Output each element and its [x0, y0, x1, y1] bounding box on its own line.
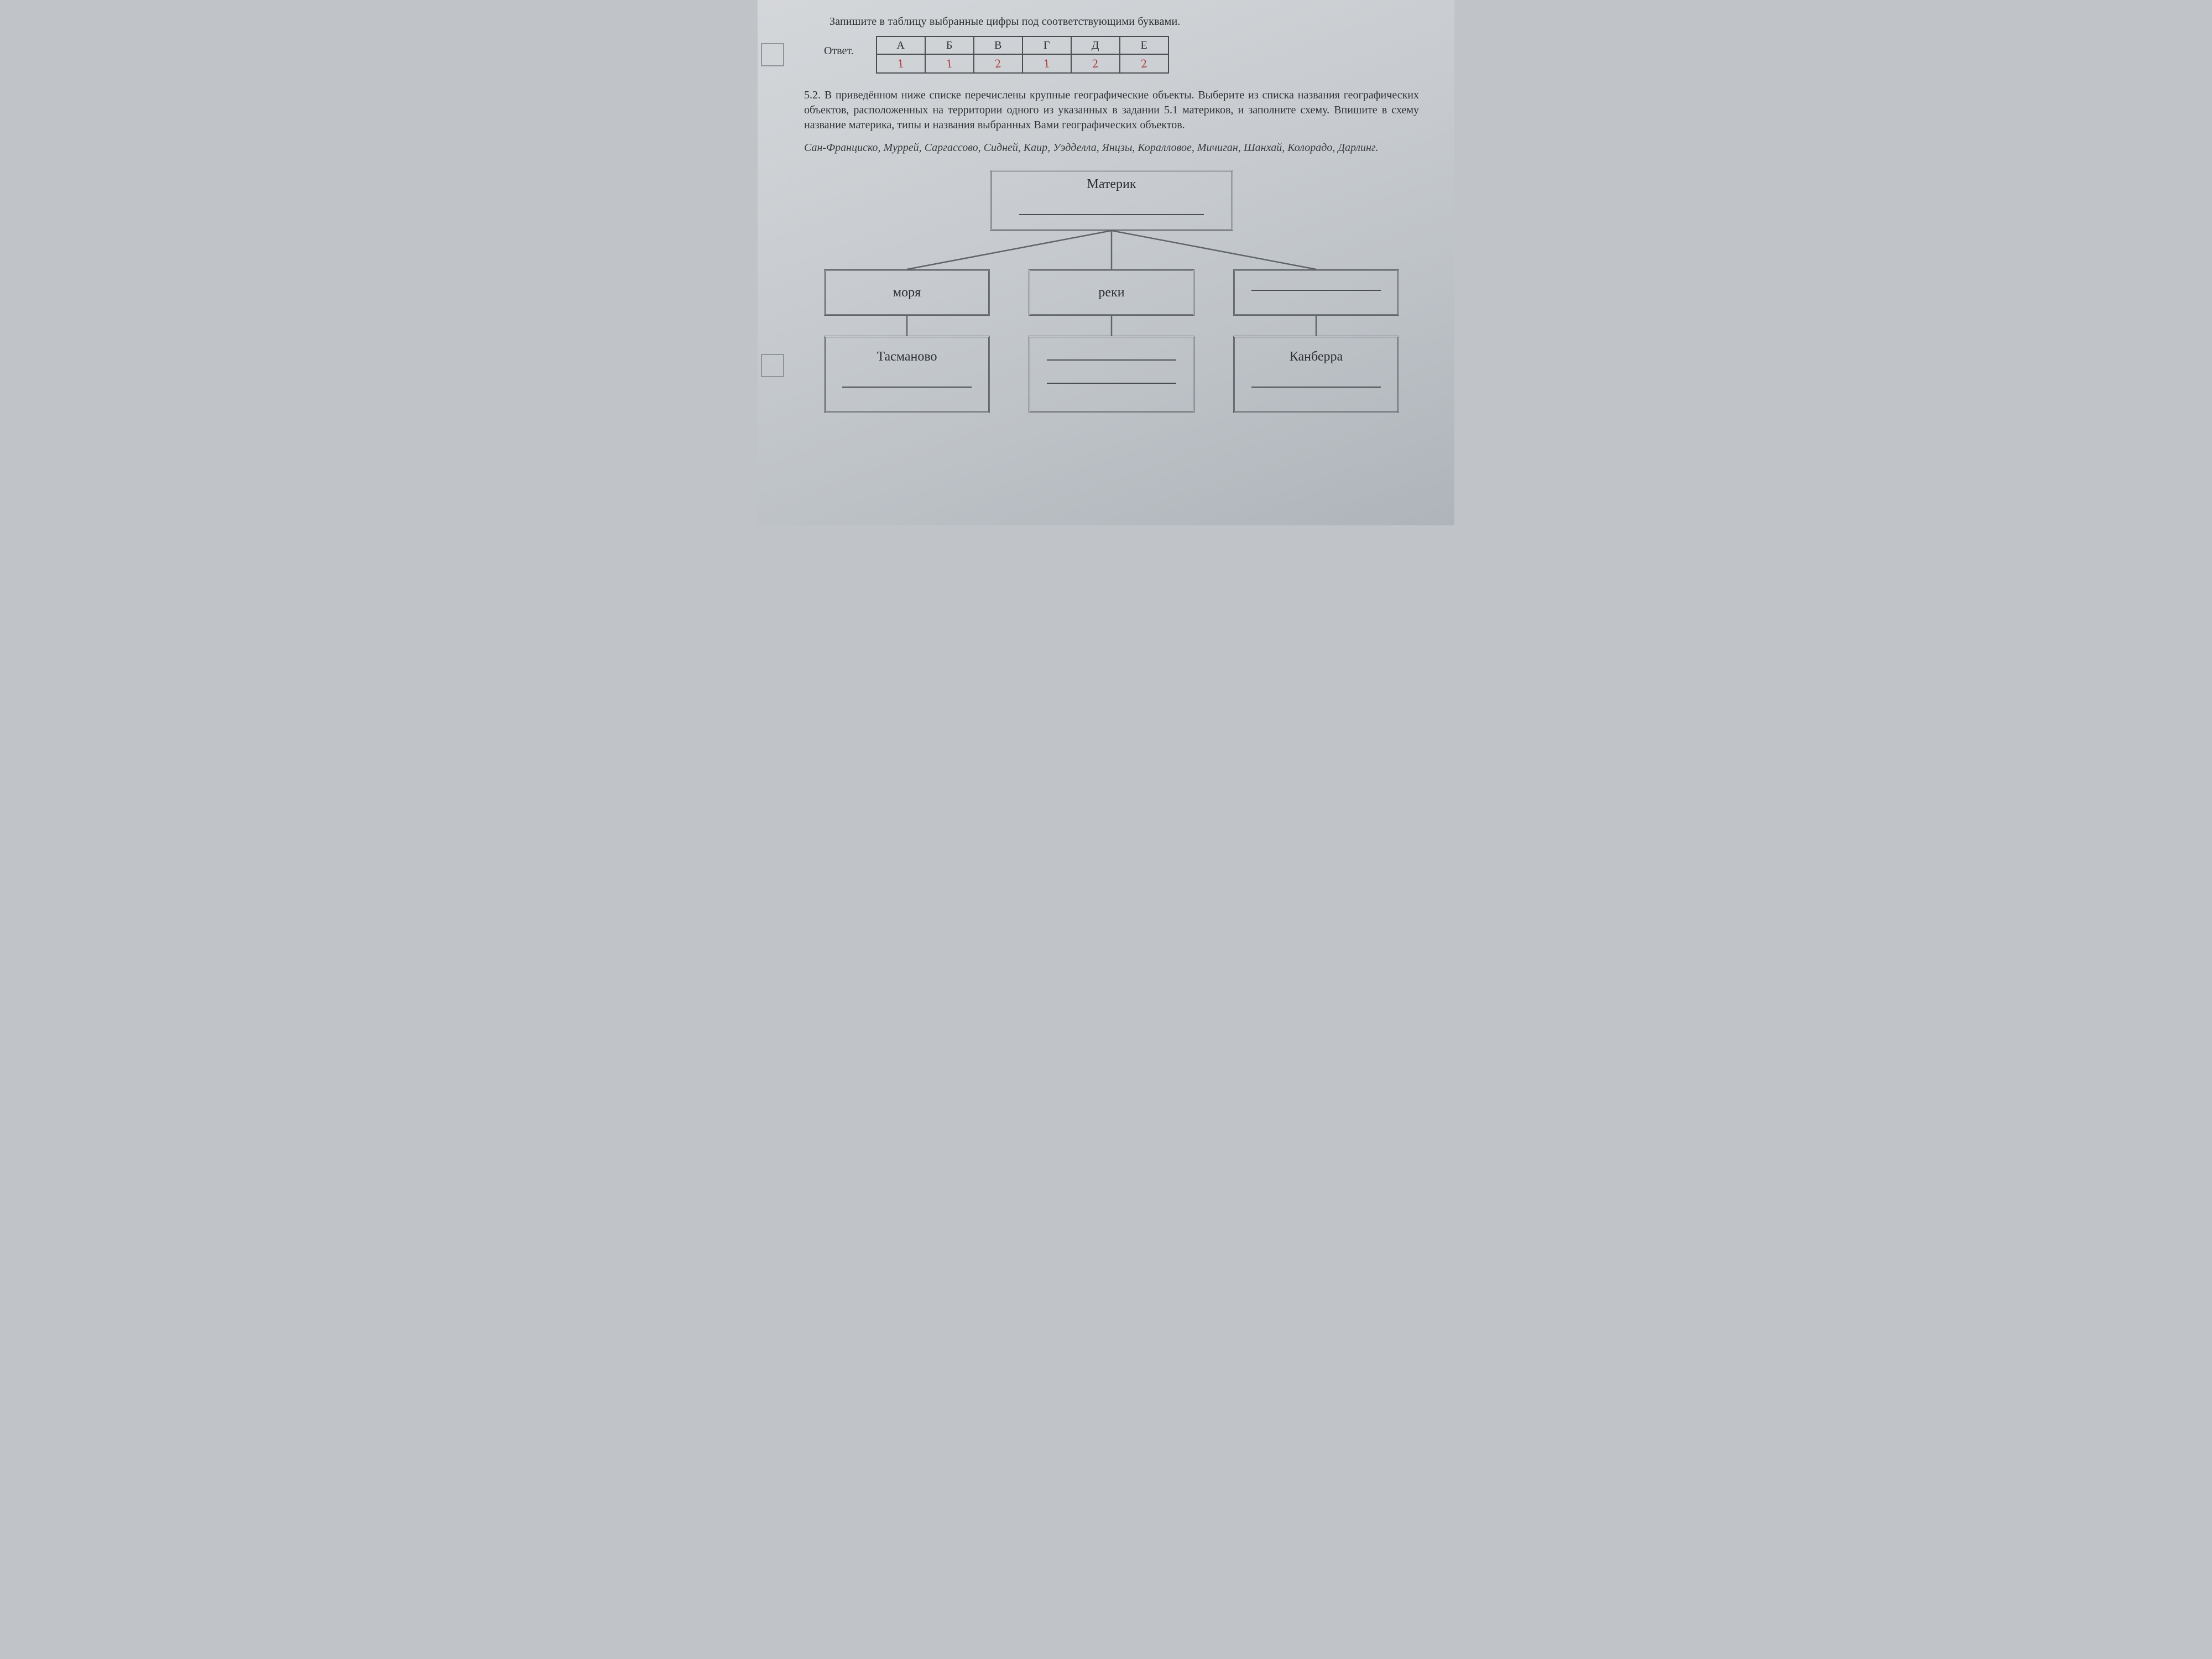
worksheet-page: Запишите в таблицу выбранные цифры под с…	[758, 0, 1454, 525]
leaf-cities-1: Канберра	[1290, 349, 1343, 364]
table-value-row: 1 1 2 1 2 2	[877, 54, 1168, 73]
col-e: Е	[1120, 36, 1168, 54]
cell-b[interactable]: 1	[925, 54, 974, 73]
leaf-rivers-blank1	[1047, 359, 1176, 361]
box-leaf-cities[interactable]: Канберра	[1233, 336, 1399, 413]
col-b: Б	[925, 36, 974, 54]
leaf-seas-blank	[842, 387, 972, 388]
answer-label: Ответ.	[824, 36, 854, 58]
cat-blank-line	[1251, 290, 1381, 291]
score-box-2	[761, 354, 784, 377]
task-5-2-text: 5.2. В приведённом ниже списке перечисле…	[804, 88, 1419, 133]
box-category-blank[interactable]	[1233, 269, 1399, 316]
box-category-rivers[interactable]: реки	[1029, 269, 1194, 316]
continent-blank	[1019, 214, 1204, 215]
cat-rivers-label: реки	[1098, 285, 1124, 300]
table-header-row: А Б В Г Д Е	[877, 36, 1168, 54]
cell-a[interactable]: 1	[877, 54, 925, 73]
cat-seas-label: моря	[893, 285, 921, 300]
answer-row: Ответ. А Б В Г Д Е 1 1 2 1 2 2	[824, 36, 1421, 74]
col-d: Д	[1071, 36, 1120, 54]
leaf-rivers-blank2	[1047, 383, 1176, 384]
object-list: Сан-Франциско, Муррей, Саргассово, Сидне…	[804, 140, 1419, 155]
col-v: В	[974, 36, 1022, 54]
cell-g[interactable]: 1	[1022, 54, 1071, 73]
instruction-top: Запишите в таблицу выбранные цифры под с…	[830, 15, 1421, 28]
box-category-seas[interactable]: моря	[824, 269, 990, 316]
leaf-seas-1: Тасманово	[877, 349, 937, 364]
cell-v[interactable]: 2	[974, 54, 1022, 73]
answer-table: А Б В Г Д Е 1 1 2 1 2 2	[876, 36, 1169, 74]
box-continent[interactable]: Материк	[990, 170, 1233, 231]
box-leaf-rivers[interactable]	[1029, 336, 1194, 413]
cell-d[interactable]: 2	[1071, 54, 1120, 73]
leaf-cities-blank	[1251, 387, 1381, 388]
diagram: Материк моря реки Тасманово Канберра	[807, 170, 1416, 424]
score-box-1	[761, 43, 784, 66]
col-a: А	[877, 36, 925, 54]
continent-label: Материк	[1087, 177, 1136, 191]
col-g: Г	[1022, 36, 1071, 54]
box-leaf-seas[interactable]: Тасманово	[824, 336, 990, 413]
cell-e[interactable]: 2	[1120, 54, 1168, 73]
